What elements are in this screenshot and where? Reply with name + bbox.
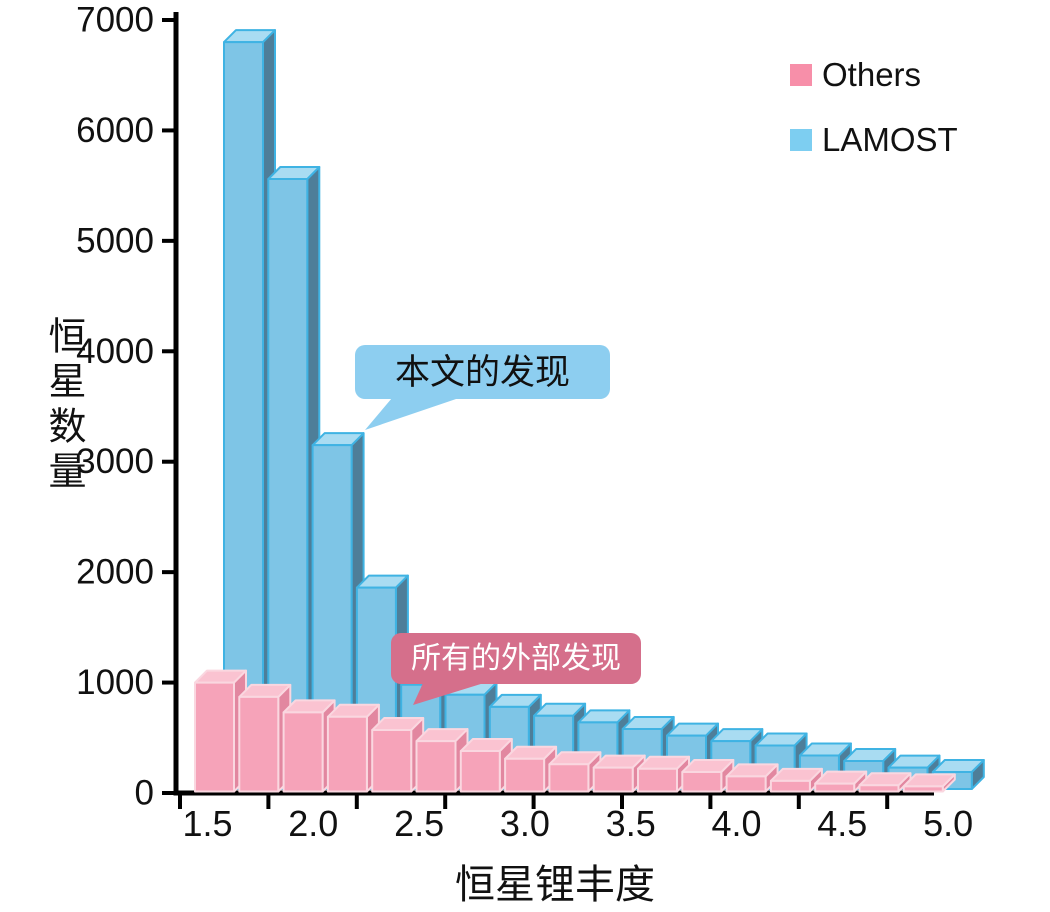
bar-others-12 [725,775,767,793]
bar-others-9 [592,766,634,793]
bar-others-15 [858,784,900,793]
bar-others-11 [681,771,723,793]
bar-others-3 [326,715,368,793]
y-tick-label: 7000 [76,1,154,40]
y-axis-title: 恒星数量 [42,316,84,496]
legend-item-others: Others [790,58,958,91]
bar-others-16 [902,785,944,793]
others-callout-text: 所有的外部发现 [411,641,621,675]
y-tick-label: 2000 [76,553,154,592]
lamost-callout: 本文的发现 [355,345,610,430]
others-callout: 所有的外部发现 [391,633,641,705]
bar-others-10 [637,767,678,793]
x-tick-label: 4.0 [711,803,761,844]
x-axis-title: 恒星锂丰度 [455,863,655,907]
legend-label-lamost: LAMOST [822,121,958,158]
x-tick-label: 1.5 [182,803,232,844]
bar-others-5 [415,740,457,793]
bar-others-4 [371,729,413,793]
lamost-swatch-icon [790,128,812,151]
bar-others-2 [282,711,324,793]
bar-others-6 [459,750,501,793]
x-tick-label: 3.0 [500,803,550,844]
bar-others-0 [194,681,235,793]
x-tick-label: 3.5 [606,803,656,844]
y-tick-label: 0 [135,774,154,813]
x-tick-label: 2.0 [288,803,338,844]
x-tick-label: 5.0 [923,803,973,844]
legend-item-lamost: LAMOST [790,123,958,156]
y-tick-label: 3000 [76,442,154,481]
bar-others-8 [548,763,590,793]
y-tick-label: 5000 [76,221,154,260]
others-swatch-icon [790,63,812,86]
legend-label-others: Others [822,56,922,93]
y-tick-label: 6000 [76,111,154,150]
y-tick-label: 1000 [76,663,154,702]
bar-others-1 [238,695,280,793]
bar-others-7 [504,757,546,793]
x-tick-label: 2.5 [394,803,444,844]
legend: Others LAMOST [790,58,958,156]
y-tick-label: 4000 [76,332,154,371]
lamost-callout-text: 本文的发现 [394,352,570,392]
bar-others-14 [814,782,856,793]
bar-others-13 [769,779,811,793]
x-tick-label: 4.5 [817,803,867,844]
